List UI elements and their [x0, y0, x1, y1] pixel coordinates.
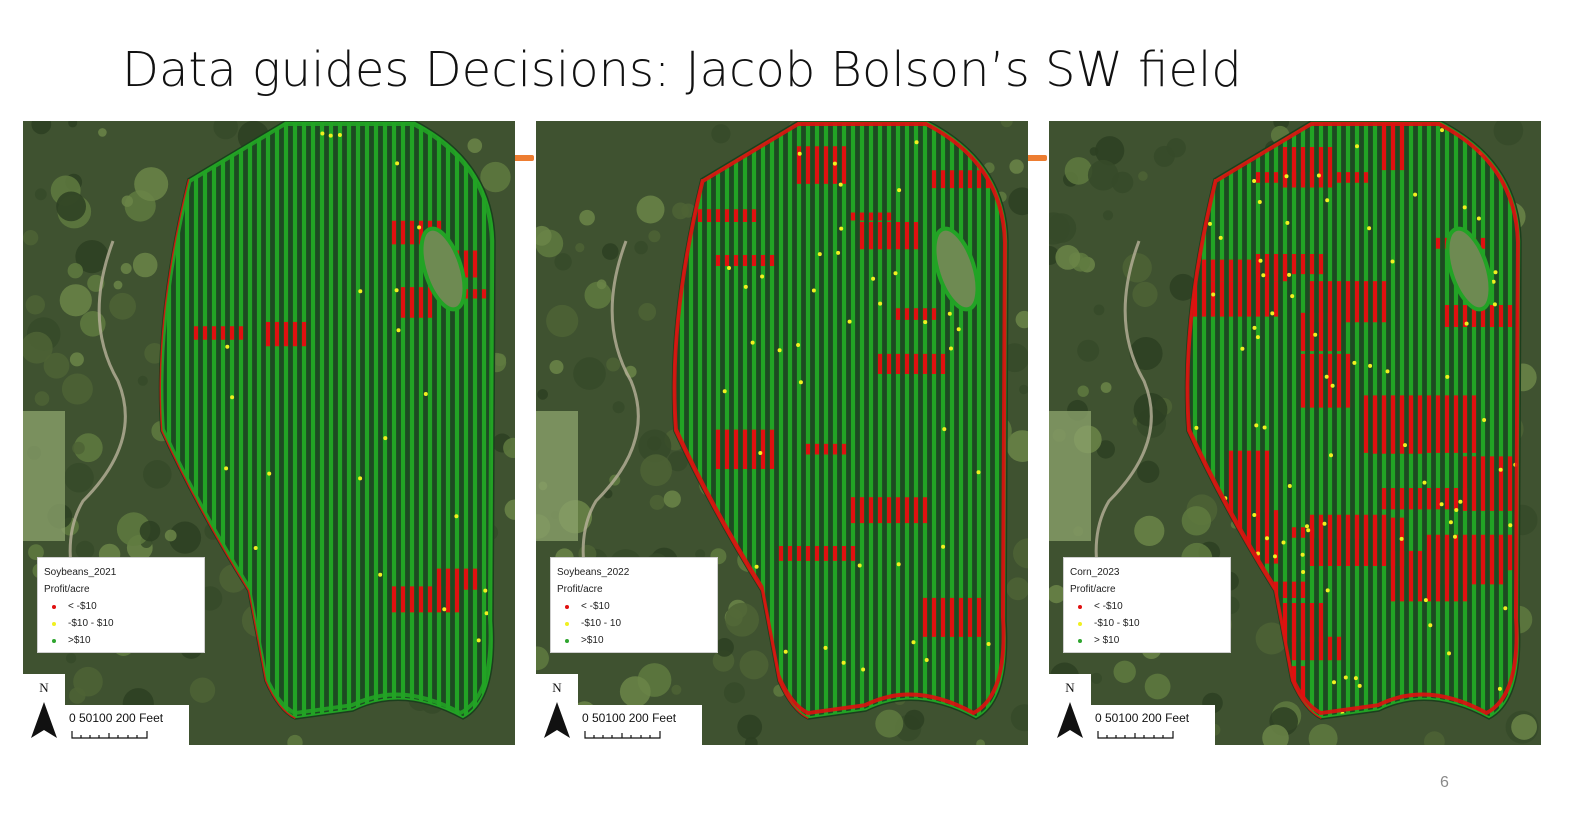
legend-label: >$10 [581, 635, 604, 646]
legend-row-breakeven: -$10 - $10 [1070, 615, 1224, 632]
legend-row-loss: < -$10 [557, 598, 711, 615]
north-arrow: N [23, 674, 65, 745]
north-arrow: N [1049, 674, 1091, 745]
scale-bar-icon [584, 731, 661, 739]
map-legend: Corn_2023 Profit/acre < -$10 -$10 - $10 … [1063, 557, 1231, 653]
scale-bar: 0 50100 200 Feet [1091, 705, 1215, 745]
scale-label: 0 50100 200 Feet [1095, 711, 1190, 725]
slide-title: Data guides Decisions: Jacob Bolson’s SW… [122, 42, 1242, 98]
legend-row-breakeven: -$10 - $10 [44, 615, 198, 632]
legend-label: -$10 - 10 [581, 618, 622, 629]
legend-row-breakeven: -$10 - 10 [557, 615, 711, 632]
yield-map-2023: Corn_2023 Profit/acre < -$10 -$10 - $10 … [1049, 121, 1541, 745]
scale-bar: 0 50100 200 Feet [578, 705, 702, 745]
legend-row-profit: >$10 [557, 632, 711, 649]
scale-label: 0 50100 200 Feet [582, 711, 677, 725]
aerial-imagery [23, 121, 515, 745]
yield-map-2022: Soybeans_2022 Profit/acre < -$10 -$10 - … [536, 121, 1028, 745]
scale-label: 0 50100 200 Feet [69, 711, 164, 725]
red-dot-icon [52, 604, 56, 609]
north-arrow-icon [544, 702, 570, 738]
legend-label: < -$10 [1094, 601, 1123, 612]
map-legend: Soybeans_2022 Profit/acre < -$10 -$10 - … [550, 557, 718, 653]
scale-bar-icon [1097, 731, 1174, 739]
red-dot-icon [565, 604, 569, 609]
scale-bar-icon [71, 731, 148, 739]
north-arrow-icon [1057, 702, 1083, 738]
legend-title: Soybeans_2022 [557, 567, 630, 578]
legend-subtitle: Profit/acre [1070, 584, 1116, 595]
legend-row-profit: >$10 [44, 632, 198, 649]
legend-subtitle: Profit/acre [557, 584, 603, 595]
yellow-dot-icon [1078, 621, 1082, 626]
yellow-dot-icon [52, 621, 56, 626]
north-arrow: N [536, 674, 578, 745]
yellow-dot-icon [565, 621, 569, 626]
yield-map-2021: Soybeans_2021 Profit/acre < -$10 -$10 - … [23, 121, 515, 745]
legend-label: -$10 - $10 [1094, 618, 1140, 629]
legend-label: < -$10 [581, 601, 610, 612]
legend-title: Soybeans_2021 [44, 567, 117, 578]
legend-label: >$10 [68, 635, 91, 646]
map-legend: Soybeans_2021 Profit/acre < -$10 -$10 - … [37, 557, 205, 653]
connector-arrow-1 [512, 155, 534, 161]
connector-arrow-2 [1025, 155, 1047, 161]
legend-row-profit: > $10 [1070, 632, 1224, 649]
green-dot-icon [1078, 638, 1082, 643]
green-dot-icon [565, 638, 569, 643]
legend-label: < -$10 [68, 601, 97, 612]
north-label: N [39, 680, 49, 695]
legend-row-loss: < -$10 [1070, 598, 1224, 615]
legend-row-loss: < -$10 [44, 598, 198, 615]
legend-label: -$10 - $10 [68, 618, 114, 629]
green-dot-icon [52, 638, 56, 643]
north-label: N [1065, 680, 1075, 695]
scale-bar: 0 50100 200 Feet [65, 705, 189, 745]
page-number: 6 [1440, 774, 1449, 791]
north-arrow-icon [31, 702, 57, 738]
aerial-imagery [536, 121, 1028, 745]
red-dot-icon [1078, 604, 1082, 609]
legend-title: Corn_2023 [1070, 567, 1120, 578]
north-label: N [552, 680, 562, 695]
legend-subtitle: Profit/acre [44, 584, 90, 595]
legend-label: > $10 [1094, 635, 1120, 646]
